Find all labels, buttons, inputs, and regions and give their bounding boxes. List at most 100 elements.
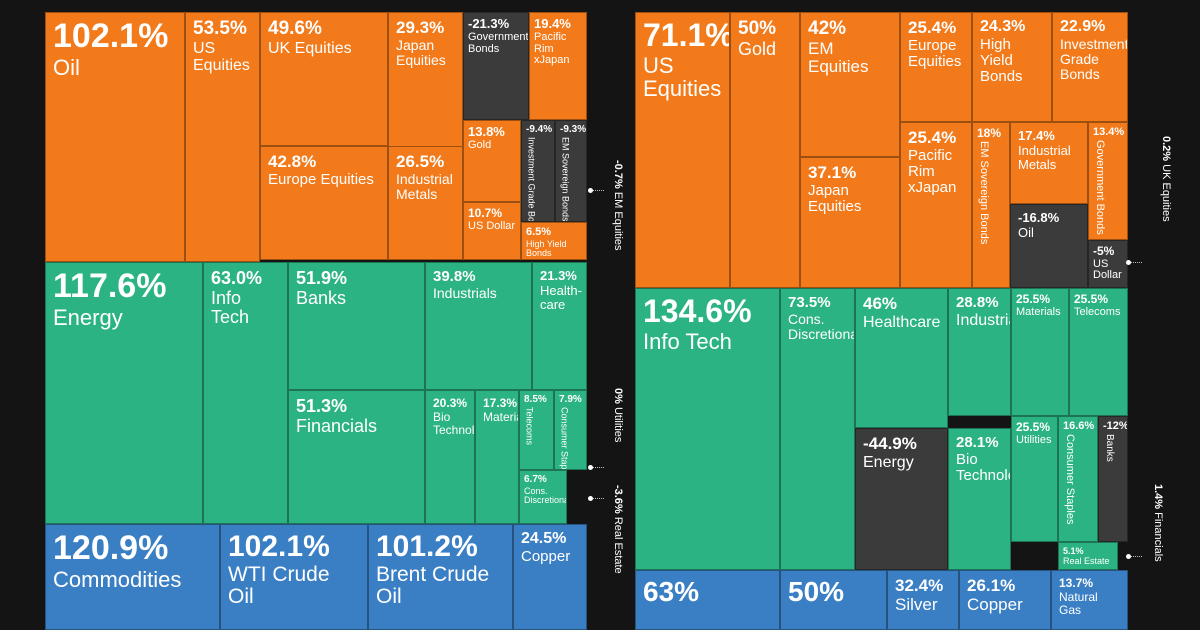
tile-label: Japan Equities bbox=[808, 181, 862, 216]
tile-label: US Equities bbox=[193, 39, 250, 75]
outside-text: Financials bbox=[1152, 512, 1164, 562]
tile-label: High Yield Bonds bbox=[980, 35, 1023, 86]
leader-dot bbox=[588, 465, 593, 470]
tile-health-care: 21.3% Health-care bbox=[532, 262, 587, 390]
tile-healthcare-2: 46% Healthcare bbox=[855, 288, 948, 428]
tile-value: 25.5% bbox=[1074, 292, 1109, 306]
tile-value: 63% bbox=[643, 576, 700, 607]
outside-value: 1.4% bbox=[1152, 484, 1164, 510]
tile-value: 25.4% bbox=[908, 18, 957, 37]
tile-banks: 51.9% Banks bbox=[288, 262, 425, 390]
tile-label: Industrials bbox=[956, 311, 1010, 329]
tile-europe-equities: 42.8% Europe Equities bbox=[260, 146, 388, 260]
tile-label: Commodities bbox=[53, 566, 182, 592]
tile-value: -9.3% bbox=[560, 124, 587, 135]
tile-value: 20.3% bbox=[433, 396, 468, 410]
tile-natural-gas-2: 13.7% Natural Gas bbox=[1051, 570, 1128, 630]
tile-info-tech: 63.0% Info Tech bbox=[203, 262, 288, 524]
outside-label-financials: 1.4% Financials bbox=[1152, 484, 1164, 562]
tile-label: Real Estate bbox=[1063, 556, 1110, 567]
tile-copper: 24.5% Copper bbox=[513, 524, 587, 630]
tile-label: Copper bbox=[967, 594, 1023, 614]
tile-industrial-metals-2: 17.4% Industrial Metals bbox=[1010, 122, 1088, 204]
tile-investment-grade-bonds: -9.4% Investment Grade Bonds bbox=[521, 120, 555, 222]
tile-value: 25.4% bbox=[908, 128, 957, 147]
outside-label-em-equities: -0.7% EM Equities bbox=[612, 160, 624, 251]
tile-value: 22.9% bbox=[1060, 18, 1106, 35]
tile-value: -21.3% bbox=[468, 16, 510, 31]
tile-value: 5.1% bbox=[1063, 546, 1084, 556]
outside-label-uk-equities: 0.2% UK Equities bbox=[1160, 136, 1172, 222]
tile-value: 42% bbox=[808, 18, 847, 39]
tile-label: Oil bbox=[1018, 224, 1034, 240]
tile-value: -12% bbox=[1103, 420, 1128, 432]
tile-value: 13.8% bbox=[468, 124, 505, 139]
tile-value: 51.3% bbox=[296, 396, 348, 416]
tile-value: 26.5% bbox=[396, 152, 445, 171]
outside-text: Utilities bbox=[612, 406, 624, 443]
tile-uk-equities: 49.6% UK Equities bbox=[260, 12, 388, 146]
tile-label: High Yield Bonds bbox=[526, 238, 567, 259]
leader-dot bbox=[588, 496, 593, 501]
tile-value: -9.4% bbox=[526, 124, 553, 135]
tile-bio-technology: 20.3%Bio Technology bbox=[425, 390, 475, 524]
tile-materials: 17.3%Materials bbox=[475, 390, 519, 524]
tile-value: 39.8% bbox=[433, 268, 476, 285]
tile-value: 42.8% bbox=[268, 152, 317, 171]
tile-silver-2: 32.4% Silver bbox=[887, 570, 959, 630]
outside-text: Real Estate bbox=[612, 516, 624, 574]
tile-materials-2: 25.5% Materials bbox=[1011, 288, 1069, 416]
tile-label: Pacific Rim xJapan bbox=[534, 30, 570, 67]
tile-label: EM Equities bbox=[808, 38, 869, 77]
tile-label: Materials bbox=[483, 409, 518, 424]
tile-banks-2: -12% Banks bbox=[1098, 416, 1128, 542]
tile-value: 134.6% bbox=[643, 293, 752, 329]
tile-value: 19.4% bbox=[534, 16, 571, 31]
tile-value: 25.5% bbox=[1016, 292, 1051, 306]
tile-oil-2: -16.8% Oil bbox=[1010, 204, 1088, 288]
tile-value: 13.7% bbox=[1059, 576, 1094, 590]
tile-value: 29.3% bbox=[396, 18, 445, 37]
tile-info-tech-2: 134.6% Info Tech bbox=[635, 288, 780, 570]
tile-value: 7.9% bbox=[559, 394, 582, 405]
tile-value: 50% bbox=[738, 18, 777, 39]
tile-label: Energy bbox=[53, 304, 123, 330]
leader-dot bbox=[1126, 260, 1131, 265]
tile-industrials-2: 28.8%Industrials bbox=[948, 288, 1011, 416]
tile-value: 28.1% bbox=[956, 434, 999, 451]
tile-value: 102.1% bbox=[53, 17, 169, 55]
tile-label: Banks bbox=[296, 287, 347, 308]
tile-label: US Equities bbox=[643, 52, 722, 102]
tile-label: Japan Equities bbox=[396, 36, 446, 68]
tile-high-yield-bonds-2: 24.3% High Yield Bonds bbox=[972, 12, 1052, 122]
tile-label: Bio Technology bbox=[433, 409, 475, 437]
tile-japan-equities-2: 37.1% Japan Equities bbox=[800, 157, 900, 288]
outside-value: -0.7% bbox=[612, 160, 624, 189]
tile-label: Financials bbox=[296, 415, 378, 436]
tile-value: 24.3% bbox=[980, 18, 1026, 35]
tile-label: UK Equities bbox=[268, 39, 352, 57]
tile-em-equities-2: 42% EM Equities bbox=[800, 12, 900, 157]
tile-value: -44.9% bbox=[863, 434, 917, 453]
tile-label: Telecoms bbox=[524, 406, 535, 445]
tile-label: Consumer Staples bbox=[559, 406, 570, 470]
tile-value: 10.7% bbox=[468, 206, 503, 220]
tile-value: 51.9% bbox=[296, 268, 348, 288]
tile-cons-discretionary-2: 73.5%Cons. Discretionary bbox=[780, 288, 855, 570]
tile-value: -16.8% bbox=[1018, 210, 1060, 225]
tile-label: EM Sovereign Bonds bbox=[560, 136, 571, 222]
tile-value: 13.4% bbox=[1093, 126, 1125, 138]
tile-value: 102.1% bbox=[228, 530, 330, 563]
tile-label: Investment Grade Bonds bbox=[526, 136, 537, 222]
outside-label-real-estate: -3.6% Real Estate bbox=[612, 485, 624, 574]
tile-label: Oil bbox=[53, 54, 80, 80]
tile-label: Info Tech bbox=[211, 287, 250, 328]
tile-value: 120.9% bbox=[53, 529, 169, 567]
tile-label: Pacific Rim xJapan bbox=[908, 146, 957, 197]
tile-government-bonds-2: 13.4% Government Bonds bbox=[1088, 122, 1128, 240]
outside-value: 0% bbox=[612, 388, 624, 404]
tile-value: 25.5% bbox=[1016, 420, 1051, 434]
tile-us-equities-2: 71.1% US Equities bbox=[635, 12, 730, 288]
tile-label: Cons. Discretionary bbox=[524, 485, 566, 506]
tile-value: 17.3% bbox=[483, 396, 518, 410]
